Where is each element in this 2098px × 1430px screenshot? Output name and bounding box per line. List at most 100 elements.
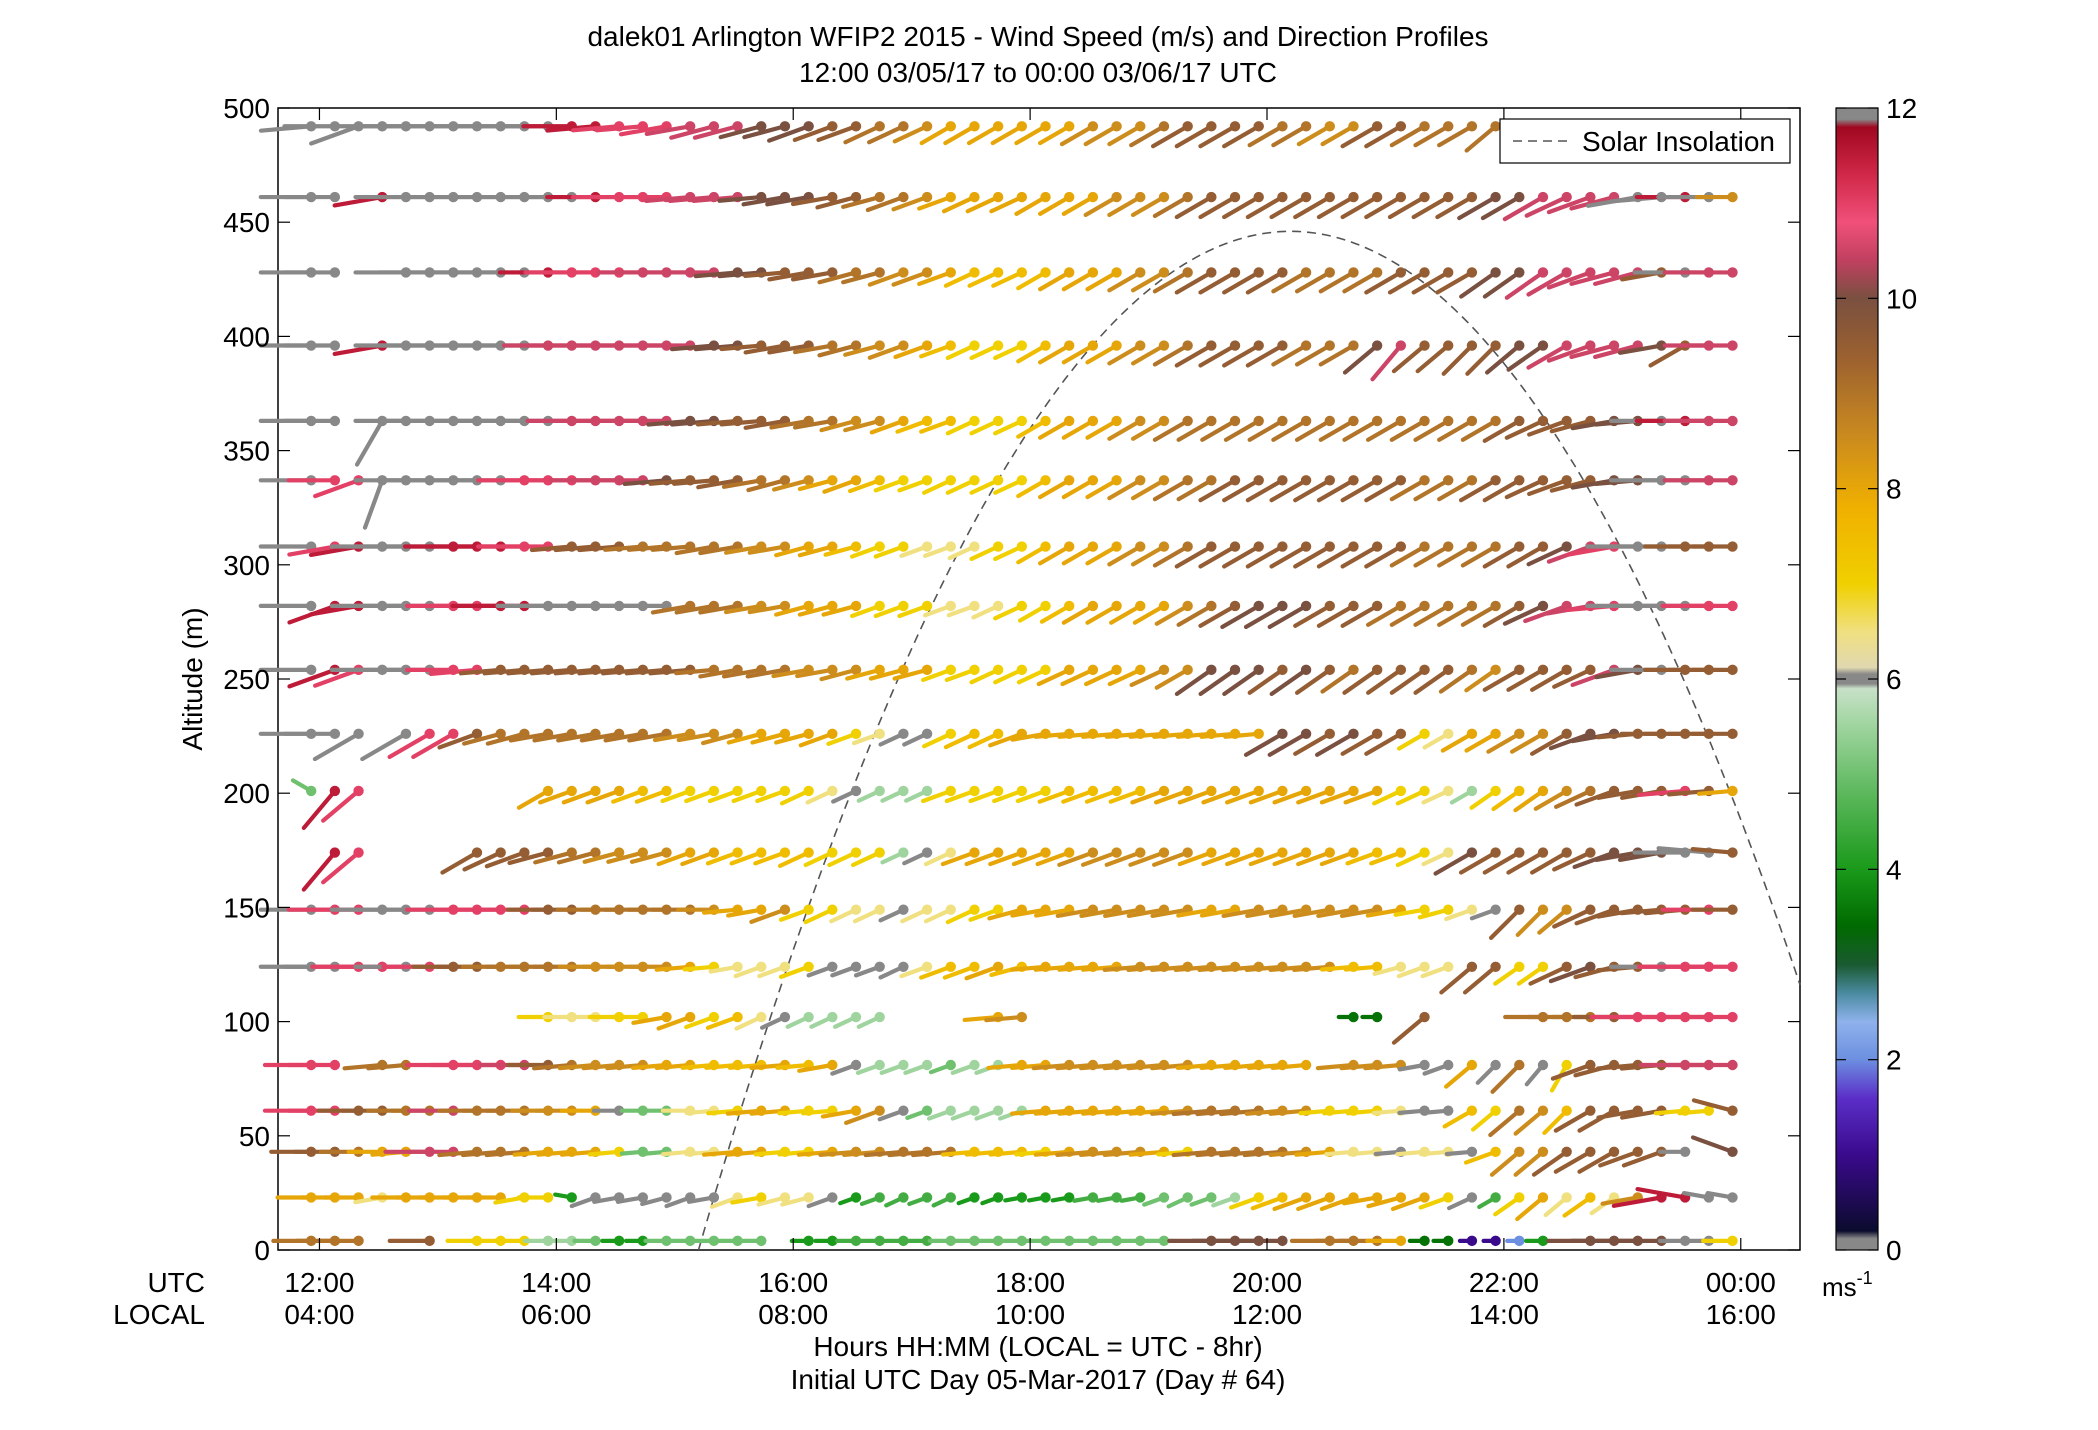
wind-barb-dot — [969, 664, 980, 676]
wind-barb-shaft — [941, 194, 977, 214]
wind-barb-shaft — [556, 850, 598, 865]
wind-barb-shaft — [844, 1108, 882, 1125]
wind-barb-shaft — [1318, 343, 1356, 367]
wind-barb — [1340, 121, 1383, 149]
wind-barb-dot — [945, 475, 956, 486]
wind-barb — [1506, 847, 1549, 875]
wind-barb — [1493, 1192, 1525, 1217]
wind-barb — [746, 475, 791, 493]
wind-barb — [1526, 541, 1572, 567]
wind-barb-dot — [1490, 475, 1501, 486]
wind-barb-shaft — [1366, 667, 1403, 695]
wind-barb-dot — [1514, 415, 1525, 427]
wind-barb — [1129, 664, 1170, 688]
wind-barb-dot — [921, 541, 933, 552]
wind-barb-shaft — [1526, 544, 1569, 567]
wind-barb-dot — [1443, 847, 1454, 858]
wind-barb — [1446, 1192, 1478, 1211]
wind-barb-dot — [1111, 541, 1122, 552]
wind-barb — [1460, 600, 1501, 627]
wind-barb-dot — [1064, 541, 1075, 552]
wind-barb — [1482, 267, 1525, 299]
chart-title-line2: 12:00 03/05/17 to 00:00 03/06/17 UTC — [799, 57, 1277, 88]
wind-barb-dot — [898, 415, 909, 427]
wind-barb — [1130, 475, 1170, 501]
wind-barb-shaft — [1198, 343, 1238, 368]
wind-barb — [1293, 600, 1335, 628]
wind-barb-dot — [1300, 475, 1312, 486]
wind-barb — [969, 475, 1004, 495]
wind-barb-dot — [1537, 961, 1549, 972]
wind-barb-dot — [495, 728, 506, 740]
wind-barb-shaft — [650, 544, 693, 552]
wind-barb-shaft — [672, 478, 716, 486]
wind-barb-dot — [898, 1192, 909, 1203]
wind-barb-dot — [874, 267, 885, 278]
wind-barb-dot — [827, 728, 838, 740]
wind-barb-shaft — [1465, 343, 1498, 376]
wind-barb — [1441, 340, 1478, 376]
wind-barb-dot — [779, 1192, 791, 1203]
wind-barb-shaft — [1593, 343, 1640, 360]
wind-barb-dot — [1371, 728, 1383, 740]
wind-barb-dot — [1277, 664, 1288, 676]
wind-barb-dot — [945, 600, 956, 612]
wind-barb — [1085, 267, 1122, 292]
wind-barb-dot — [1443, 1059, 1454, 1071]
wind-barb-dot — [1182, 664, 1193, 676]
wind-barb — [1413, 541, 1454, 568]
wind-barb-dot — [850, 904, 862, 915]
x-tick-label-local: 16:00 — [1706, 1299, 1776, 1330]
wind-barb-shaft — [967, 270, 1001, 288]
wind-barb — [318, 1235, 364, 1247]
wind-barb-shaft — [892, 667, 930, 681]
x-tick-label-utc: 22:00 — [1469, 1267, 1539, 1298]
wind-barb-dot — [1537, 600, 1549, 612]
wind-barb — [1420, 961, 1454, 979]
colorbar-tick-label: 10 — [1886, 283, 1917, 314]
wind-barb-shaft — [462, 850, 503, 872]
wind-barb-dot — [756, 1192, 767, 1203]
wind-barb-dot — [1229, 267, 1241, 278]
wind-barb-shaft — [1271, 418, 1309, 442]
wind-barb — [891, 267, 933, 287]
wind-barb-shaft — [321, 788, 361, 823]
wind-barb — [1418, 1192, 1454, 1210]
wind-barb-shaft — [1222, 124, 1261, 149]
wind-barb — [705, 847, 743, 866]
wind-barb-dot — [1608, 1146, 1620, 1157]
wind-barb-dot — [1348, 475, 1359, 486]
wind-barb-shaft — [1176, 907, 1214, 918]
wind-barb-dot — [1253, 541, 1264, 552]
wind-barb-shaft — [769, 418, 811, 430]
wind-barb — [1060, 664, 1099, 687]
wind-barb-shaft — [1460, 603, 1498, 627]
wind-barb-dot — [874, 785, 885, 797]
wind-barb-dot — [1135, 121, 1146, 132]
wind-barb-shaft — [1272, 850, 1309, 867]
wind-barb-shaft — [1084, 667, 1119, 687]
wind-barb-dot — [1561, 415, 1572, 427]
wind-barb — [1482, 541, 1525, 569]
wind-barb-dot — [921, 415, 933, 427]
wind-barb-dot — [827, 1011, 838, 1023]
wind-barb-shaft — [1552, 667, 1593, 689]
wind-barb — [1319, 847, 1359, 867]
wind-barb — [1248, 847, 1288, 867]
wind-barb — [1469, 904, 1501, 921]
wind-barb-shaft — [1154, 667, 1190, 690]
wind-barb-dot — [756, 1235, 767, 1247]
wind-barb-dot — [1561, 785, 1572, 797]
wind-barb — [1016, 541, 1051, 565]
wind-barb — [1057, 847, 1099, 867]
wind-barb — [1222, 267, 1264, 295]
wind-barb — [945, 475, 980, 495]
wind-barb-shaft — [1482, 850, 1522, 875]
wind-barb-dot — [1371, 1011, 1383, 1023]
wind-barb-dot — [827, 475, 838, 486]
wind-barb-dot — [542, 1192, 554, 1203]
wind-barb-shaft — [1223, 731, 1261, 739]
wind-barb-dot — [803, 728, 814, 740]
colorbar-unit: ms-1 — [1822, 1268, 1873, 1302]
wind-barb-shaft — [943, 124, 977, 146]
